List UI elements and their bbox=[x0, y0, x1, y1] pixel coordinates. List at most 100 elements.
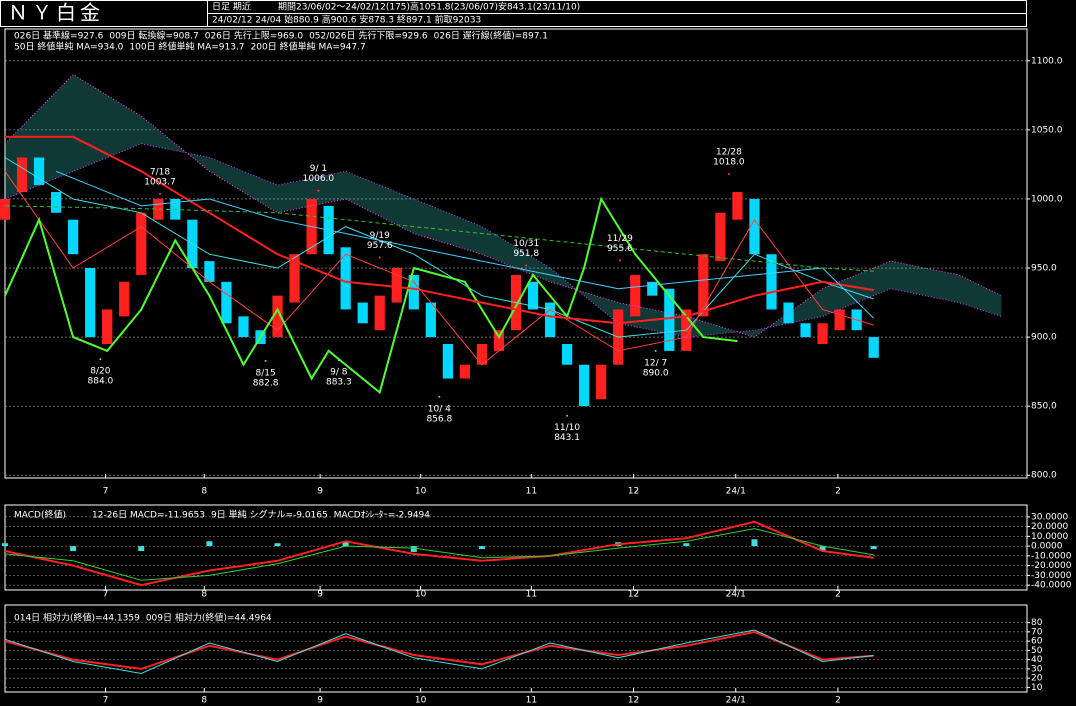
annotation-date: 12/28 bbox=[716, 148, 742, 158]
series-line bbox=[4, 143, 1002, 338]
legend-entry: 026日 基準線=927.6 bbox=[14, 30, 104, 42]
annotation-date: 8/15 bbox=[256, 368, 276, 378]
candle-body bbox=[732, 192, 743, 220]
candle-body bbox=[459, 364, 471, 379]
x-tick-label: 10 bbox=[415, 590, 427, 600]
x-tick-label: 12 bbox=[628, 487, 639, 497]
candle-body bbox=[289, 254, 300, 303]
annotation-date: 10/31 bbox=[513, 239, 539, 249]
candle-body bbox=[0, 198, 11, 220]
y-tick-label: 30.0000 bbox=[1031, 512, 1068, 522]
x-tick-label: 11 bbox=[526, 590, 537, 600]
candle-body bbox=[272, 295, 283, 338]
series-line bbox=[4, 528, 874, 581]
candle-body bbox=[766, 254, 777, 310]
candle-body bbox=[85, 268, 96, 338]
candle-body bbox=[749, 198, 760, 255]
x-tick-label: 7 bbox=[103, 696, 109, 706]
histogram-bar bbox=[342, 541, 349, 547]
histogram-bar bbox=[410, 546, 417, 552]
histogram-bar bbox=[206, 541, 213, 547]
x-tick-label: 12 bbox=[628, 696, 639, 706]
candle-body bbox=[68, 219, 79, 255]
annotation-date: 12/ 7 bbox=[644, 358, 667, 368]
y-tick-label: 1050.0 bbox=[1031, 125, 1063, 135]
series-line bbox=[4, 205, 874, 272]
candle-body bbox=[817, 323, 828, 345]
latest-quote: 24/02/12 24/04 始880.9 高900.6 安878.3 終897… bbox=[212, 14, 481, 26]
candle-body bbox=[579, 364, 590, 407]
series-line bbox=[4, 157, 874, 338]
candle-body bbox=[221, 281, 232, 324]
candle-body bbox=[493, 330, 505, 351]
annotation-date: 8/20 bbox=[90, 367, 110, 377]
y-tick-label: -20.0000 bbox=[1031, 561, 1072, 571]
plot-frame bbox=[4, 28, 1028, 479]
x-tick-label: 8 bbox=[201, 696, 207, 706]
legend-entry: 200日 終値単純 MA=947.7 bbox=[251, 41, 366, 53]
x-tick-label: 24/1 bbox=[726, 696, 746, 706]
annotation-value: 884.0 bbox=[88, 377, 114, 387]
y-tick-label: 10 bbox=[1031, 683, 1043, 693]
x-tick-label: 10 bbox=[415, 487, 427, 497]
y-tick-label: 1100.0 bbox=[1031, 56, 1063, 66]
candle-body bbox=[834, 309, 845, 331]
histogram-bar bbox=[683, 543, 690, 547]
candle-body bbox=[357, 302, 368, 324]
annotation-date: 7/18 bbox=[150, 167, 170, 177]
x-tick-label: 11 bbox=[526, 487, 537, 497]
annotation-value: 1006.0 bbox=[303, 174, 335, 184]
annotation-value: 1003.7 bbox=[144, 177, 176, 187]
x-tick-label: 2 bbox=[835, 487, 841, 497]
annotation-date: 11/10 bbox=[554, 423, 580, 433]
annotation-point bbox=[566, 414, 569, 417]
x-tick-label: 2 bbox=[835, 696, 841, 706]
annotation-point bbox=[317, 189, 320, 192]
series-line bbox=[4, 196, 738, 395]
legend-entry: 9日 単純 シグナル=-9.0165 bbox=[211, 509, 328, 521]
legend-entry: 12-26日 MACD=-11.9653 bbox=[92, 510, 205, 521]
x-tick-label: 9 bbox=[317, 487, 323, 497]
y-tick-label: 0.0000 bbox=[1031, 542, 1063, 552]
y-tick-label: 40 bbox=[1031, 655, 1043, 665]
candle-body bbox=[374, 295, 385, 331]
histogram-bar bbox=[138, 546, 145, 551]
legend-entry: MACDｵｼﾚｰﾀｰ=-2.9494 bbox=[334, 510, 431, 521]
annotation-point bbox=[654, 349, 657, 352]
annotation-value: 1018.0 bbox=[713, 158, 745, 168]
y-tick-label: 20 bbox=[1031, 674, 1043, 684]
annotation-point bbox=[618, 259, 621, 262]
candle-body bbox=[715, 212, 726, 262]
candle-body bbox=[238, 316, 249, 338]
candle-body bbox=[630, 274, 641, 317]
candle-body bbox=[102, 309, 113, 345]
x-tick-label: 2 bbox=[835, 590, 841, 600]
legend-entry: 50日 終値単純 MA=934.0 bbox=[14, 41, 124, 53]
annotation-point bbox=[378, 256, 381, 259]
y-tick-label: 70 bbox=[1031, 627, 1043, 637]
histogram-bar bbox=[819, 546, 826, 551]
x-tick-label: 12 bbox=[628, 590, 639, 600]
candle-body bbox=[476, 344, 488, 365]
candle-body bbox=[204, 261, 215, 282]
annotation-point bbox=[525, 264, 528, 267]
y-tick-label: -40.0000 bbox=[1031, 581, 1072, 591]
y-tick-label: 60 bbox=[1031, 637, 1043, 647]
y-tick-label: 80 bbox=[1031, 618, 1043, 628]
annotation-value: 882.8 bbox=[253, 378, 279, 388]
candle-body bbox=[442, 344, 453, 379]
candle-body bbox=[596, 364, 607, 400]
y-tick-label: 1000.0 bbox=[1031, 194, 1063, 204]
legend-entry: 026日 先行上限=969.0 bbox=[205, 30, 304, 42]
x-tick-label: 8 bbox=[201, 590, 207, 600]
y-tick-label: 800.0 bbox=[1031, 471, 1057, 481]
candle-body bbox=[408, 274, 419, 310]
legend-entry: 052/026日 先行下限=929.6 bbox=[309, 30, 428, 42]
legend-entry: 009日 転換線=908.7 bbox=[109, 30, 198, 42]
y-tick-label: -10.0000 bbox=[1031, 551, 1072, 561]
candle-body bbox=[136, 212, 147, 275]
plot-frame bbox=[4, 504, 1028, 591]
histogram-bar bbox=[870, 546, 877, 550]
candle-body bbox=[425, 302, 436, 338]
